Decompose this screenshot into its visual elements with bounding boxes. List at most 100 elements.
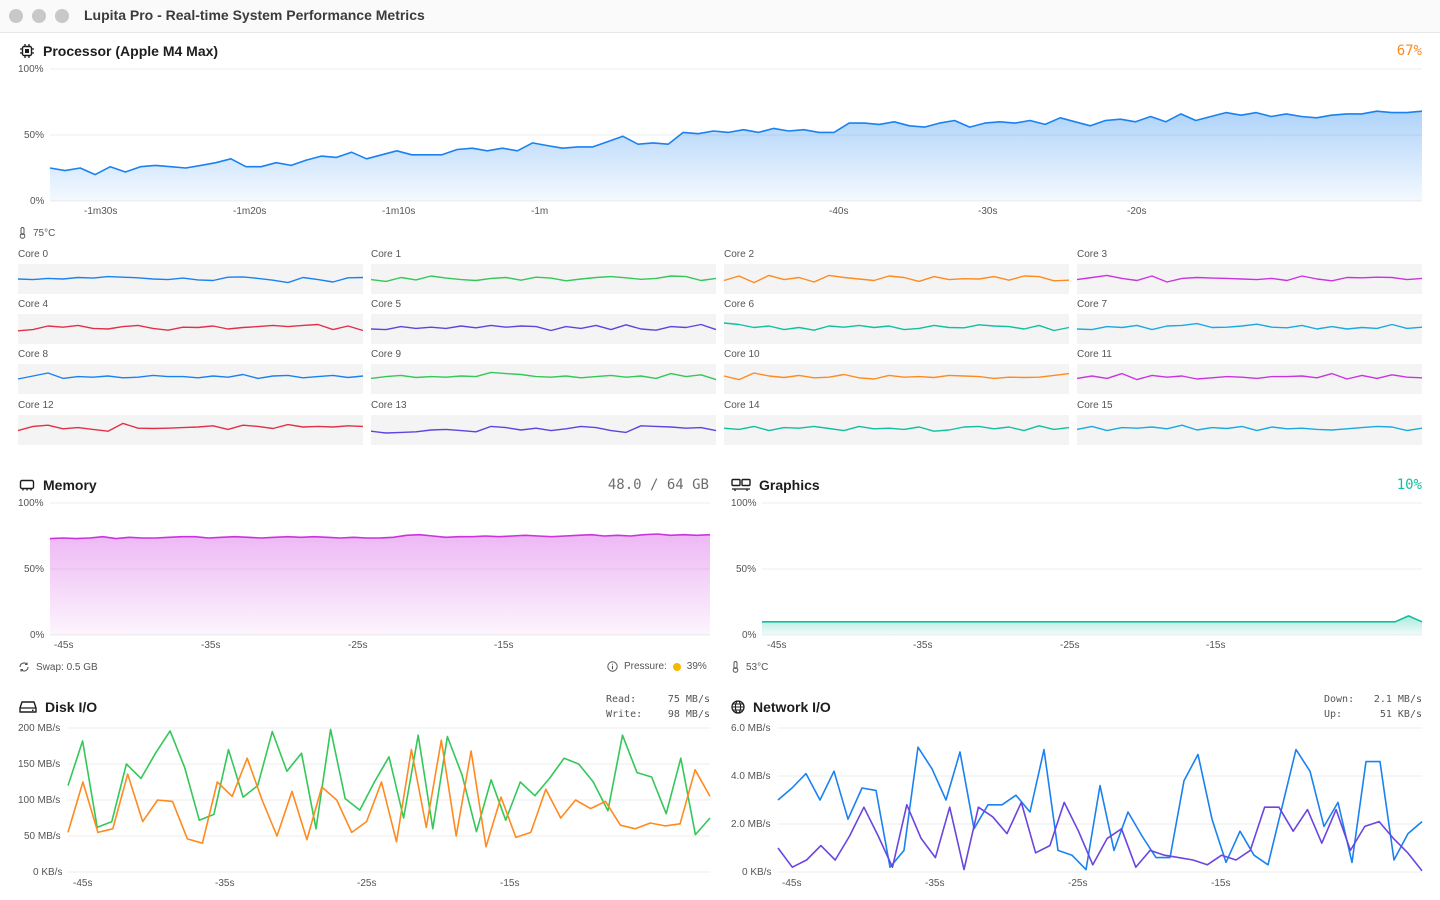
- series-line: [777, 801, 1423, 872]
- cpu-x-tick: -30s: [978, 206, 998, 217]
- graphics-usage-chart: [762, 502, 1423, 636]
- sparkline-background: [724, 415, 1069, 445]
- sparkline-background: [724, 314, 1069, 344]
- core-usage-line: [17, 323, 364, 332]
- write-value: 98 MB/s: [667, 709, 710, 720]
- sparkline-background: [1077, 364, 1422, 394]
- gpu-temperature: 53°C: [731, 661, 768, 673]
- graphics-x-tick: -15s: [1206, 640, 1226, 651]
- title-bar: Lupita Pro - Real-time System Performanc…: [0, 0, 1440, 33]
- core-label: Core 1: [371, 249, 402, 260]
- core-usage-line: [1076, 274, 1423, 283]
- core-usage-line: [370, 371, 717, 381]
- write-label: Write:: [606, 709, 643, 720]
- core-sparkline: [723, 415, 1070, 445]
- sparkline-background: [18, 364, 363, 394]
- core-label: Core 13: [371, 400, 407, 411]
- pressure-label: Pressure:: [624, 661, 667, 672]
- core-sparkline: [17, 264, 364, 294]
- series-line: [762, 615, 1423, 623]
- area-fill: [50, 111, 1422, 201]
- core-usage-line: [723, 274, 1070, 284]
- disk-x-tick: -45s: [73, 878, 93, 889]
- sparkline-background: [1077, 314, 1422, 344]
- core-sparkline: [1076, 415, 1423, 445]
- cpu-section-header: Processor (Apple M4 Max): [19, 43, 218, 59]
- core-sparkline: [370, 364, 717, 394]
- core-sparkline: [723, 264, 1070, 294]
- cpu-y-tick: 50%: [24, 130, 45, 141]
- zoom-window-button[interactable]: [55, 9, 69, 23]
- close-window-button[interactable]: [9, 9, 23, 23]
- swap-info: Swap: 0.5 GB: [18, 661, 98, 673]
- core-sparkline: [370, 264, 717, 294]
- sparkline-background: [371, 364, 716, 394]
- memory-x-tick: -35s: [201, 640, 221, 651]
- disk-x-tick: -35s: [215, 878, 235, 889]
- disk-section-header: Disk I/O: [19, 699, 97, 715]
- disk-x-tick: -25s: [357, 878, 377, 889]
- disk-y-tick: 100 MB/s: [18, 795, 61, 806]
- core-usage-line: [370, 425, 717, 434]
- series-line: [67, 739, 711, 848]
- cpu-y-tick: 100%: [18, 64, 44, 75]
- minimize-window-button[interactable]: [32, 9, 46, 23]
- cpu-temp-value: 75°C: [33, 227, 56, 239]
- cpu-x-tick: -1m20s: [233, 206, 267, 217]
- core-usage-line: [370, 323, 717, 332]
- network-title: Network I/O: [753, 699, 831, 715]
- core-sparkline: [723, 364, 1070, 394]
- network-y-tick: 6.0 MB/s: [731, 723, 771, 734]
- core-label: Core 9: [371, 349, 402, 360]
- core-sparkline: [370, 415, 717, 445]
- network-section-header: Network I/O: [731, 699, 831, 715]
- cpu-x-tick: -1m10s: [382, 206, 416, 217]
- cpu-x-tick: -1m: [531, 206, 549, 217]
- series-line: [777, 746, 1423, 871]
- pressure-status-dot: [672, 662, 681, 671]
- swap-icon: [19, 662, 29, 672]
- core-usage-line: [723, 372, 1070, 381]
- series-line: [49, 110, 1423, 176]
- down-value: 2.1 MB/s: [1373, 694, 1422, 705]
- core-label: Core 6: [724, 299, 755, 310]
- disk-title: Disk I/O: [45, 699, 98, 715]
- core-usage-line: [723, 425, 1070, 432]
- disk-drive-icon: [19, 701, 37, 713]
- thermometer-icon: [732, 661, 739, 673]
- network-stats: Down: 2.1 MB/s Up: 51 KB/s: [1324, 692, 1422, 722]
- pressure-value: 39%: [686, 661, 707, 672]
- core-sparkline: [1076, 264, 1423, 294]
- graphics-y-tick: 50%: [736, 564, 757, 575]
- disk-stats: Read: 75 MB/s Write: 98 MB/s: [606, 692, 710, 722]
- window-title: Lupita Pro - Real-time System Performanc…: [84, 7, 425, 23]
- core-label: Core 4: [18, 299, 49, 310]
- series-line: [49, 533, 711, 540]
- disk-y-tick: 150 MB/s: [18, 759, 61, 770]
- core-sparkline: [17, 314, 364, 344]
- core-usage-line: [1076, 424, 1423, 432]
- graphics-y-tick: 100%: [731, 498, 757, 509]
- sparkline-background: [724, 364, 1069, 394]
- cpu-x-tick: -1m30s: [84, 206, 118, 217]
- info-icon[interactable]: [607, 661, 618, 672]
- cpu-temperature: 75°C: [18, 227, 55, 239]
- core-label: Core 14: [724, 400, 760, 411]
- network-y-tick: 0 KB/s: [742, 867, 772, 878]
- core-usage-line: [1076, 322, 1423, 331]
- core-label: Core 7: [1077, 299, 1108, 310]
- graphics-x-tick: -35s: [913, 640, 933, 651]
- up-value: 51 KB/s: [1379, 709, 1422, 720]
- network-x-tick: -45s: [782, 878, 802, 889]
- cpu-x-tick: -40s: [829, 206, 849, 217]
- disk-y-tick: 50 MB/s: [24, 831, 61, 842]
- up-label: Up:: [1324, 709, 1343, 720]
- sparkline-background: [1077, 415, 1422, 445]
- gpu-temp-value: 53°C: [746, 661, 769, 673]
- network-x-tick: -35s: [925, 878, 945, 889]
- cpu-x-tick: -20s: [1127, 206, 1147, 217]
- core-label: Core 11: [1077, 349, 1112, 360]
- memory-section-header: Memory: [19, 477, 97, 493]
- core-usage-line: [723, 322, 1070, 332]
- area-fill: [762, 615, 1422, 635]
